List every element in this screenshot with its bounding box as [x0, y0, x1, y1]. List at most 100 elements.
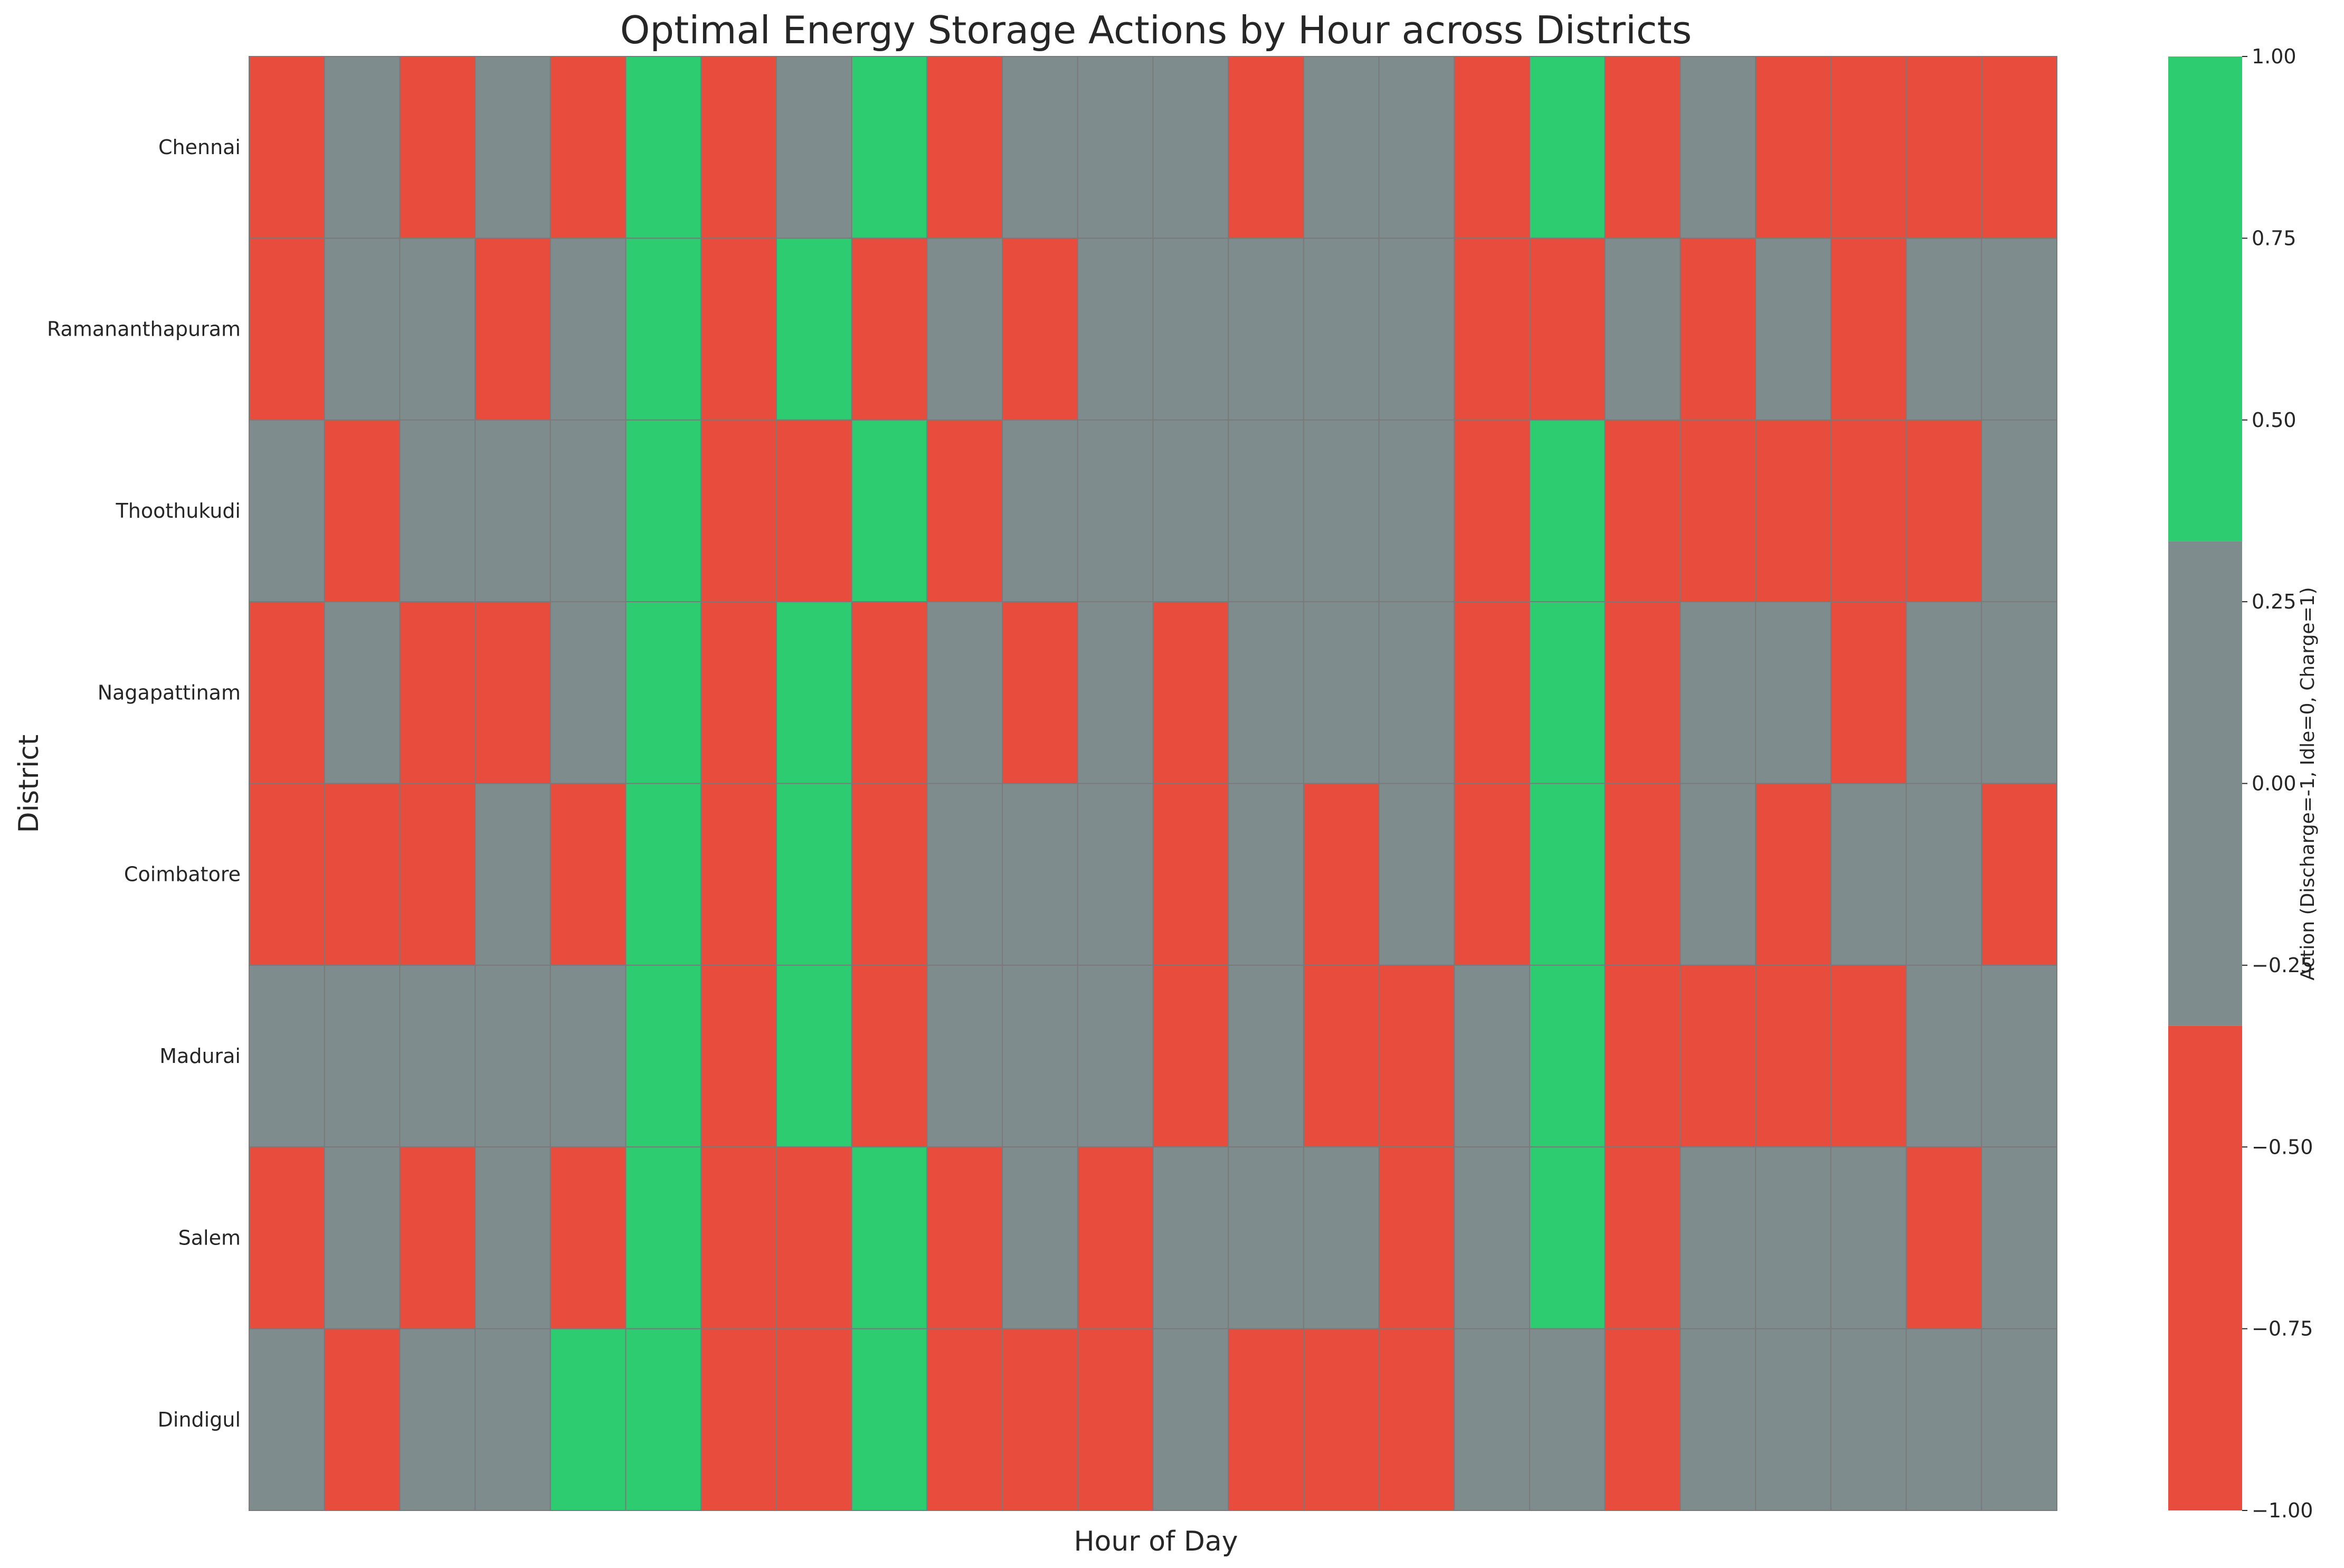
- heatmap-cell: [1152, 601, 1229, 784]
- heatmap-cell: [700, 56, 777, 239]
- heatmap-cell: [700, 601, 777, 784]
- row-tick-label: Dindigul: [158, 1408, 241, 1431]
- heatmap-cell: [1228, 783, 1304, 966]
- heatmap-cell: [549, 237, 627, 421]
- heatmap-cell: [324, 56, 401, 239]
- heatmap-cell: [625, 964, 702, 1148]
- heatmap-cell: [1604, 419, 1681, 603]
- heatmap-cell: [1529, 783, 1606, 966]
- colorbar: [2168, 56, 2242, 1510]
- heatmap-cell: [1830, 237, 1907, 421]
- heatmap-cell: [1755, 783, 1831, 966]
- x-axis-label: Hour of Day: [1074, 1526, 1238, 1557]
- heatmap-cell: [1303, 964, 1380, 1148]
- colorbar-label: Action (Discharge=-1, Idle=0, Charge=1): [2297, 587, 2319, 980]
- heatmap-cell: [249, 56, 325, 239]
- heatmap-cell: [775, 1146, 852, 1329]
- heatmap-cell: [1002, 237, 1078, 421]
- heatmap-cell: [851, 1328, 928, 1511]
- heatmap-cell: [1002, 783, 1078, 966]
- heatmap-cell: [399, 419, 476, 603]
- heatmap-cell: [1981, 419, 2058, 603]
- heatmap-cell: [1002, 964, 1078, 1148]
- heatmap-cell: [1905, 419, 1982, 603]
- heatmap-cell: [1830, 601, 1907, 784]
- row-tick-labels: Chennai Ramananthapuram Thoothukudi Nagapat…: [47, 136, 241, 1431]
- heatmap-cell: [1981, 1146, 2058, 1329]
- heatmap-cell: [926, 419, 1003, 603]
- heatmap-cell: [700, 783, 777, 966]
- heatmap-cell: [851, 601, 928, 784]
- colorbar-tick-label: −0.50: [2252, 1135, 2313, 1158]
- heatmap-cell: [1077, 1146, 1154, 1329]
- heatmap-cell: [1604, 783, 1681, 966]
- heatmap-cell: [1905, 56, 1982, 239]
- heatmap-cell: [1679, 1328, 1757, 1511]
- heatmap-cell: [324, 419, 401, 603]
- heatmap-cell: [1755, 964, 1831, 1148]
- row-tick-label: Ramananthapuram: [47, 318, 241, 341]
- heatmap-cell: [625, 1146, 702, 1329]
- heatmap-cell: [1981, 783, 2058, 966]
- heatmap-cell: [324, 1328, 401, 1511]
- heatmap-cell: [475, 237, 551, 421]
- heatmap-cell: [549, 964, 627, 1148]
- heatmap-cell: [1604, 1146, 1681, 1329]
- heatmap-cell: [775, 237, 852, 421]
- heatmap-cell: [475, 964, 551, 1148]
- heatmap-cell: [1228, 419, 1304, 603]
- heatmap-cell: [775, 964, 852, 1148]
- heatmap-cell: [1002, 1146, 1078, 1329]
- row-tick-label: Madurai: [159, 1044, 241, 1068]
- heatmap-cell: [549, 783, 627, 966]
- heatmap-cell: [1905, 237, 1982, 421]
- heatmap-cell: [249, 601, 325, 784]
- heatmap-cell: [851, 419, 928, 603]
- heatmap-cell: [1378, 419, 1455, 603]
- heatmap-cell: [1002, 56, 1078, 239]
- heatmap-cell: [1077, 964, 1154, 1148]
- heatmap-cell: [1378, 601, 1455, 784]
- heatmap-cell: [1303, 237, 1380, 421]
- heatmap-cell: [1905, 783, 1982, 966]
- heatmap-cell: [1228, 237, 1304, 421]
- heatmap-cell: [1755, 601, 1831, 784]
- heatmap-cell: [249, 1328, 325, 1511]
- heatmap-cell: [625, 1328, 702, 1511]
- heatmap-cell: [926, 783, 1003, 966]
- heatmap-cell: [851, 237, 928, 421]
- heatmap-cell: [1830, 783, 1907, 966]
- heatmap-cell: [1981, 1328, 2058, 1511]
- heatmap-cell: [926, 1328, 1003, 1511]
- heatmap-cell: [700, 237, 777, 421]
- heatmap-cell: [625, 601, 702, 784]
- heatmap-cell: [1152, 964, 1229, 1148]
- heatmap-cell: [399, 601, 476, 784]
- colorbar-segment: [2168, 1025, 2242, 1510]
- heatmap-cell: [625, 419, 702, 603]
- heatmap-cell: [1981, 964, 2058, 1148]
- heatmap-cell: [1077, 601, 1154, 784]
- colorbar-segment: [2168, 56, 2242, 541]
- heatmap-cell: [1077, 419, 1154, 603]
- heatmap-cell: [625, 237, 702, 421]
- heatmap-cell: [399, 56, 476, 239]
- heatmap-cell: [1529, 1146, 1606, 1329]
- heatmap-cell: [775, 601, 852, 784]
- row-tick-label: Coimbatore: [124, 863, 241, 886]
- heatmap-cell: [1077, 1328, 1154, 1511]
- heatmap-cell: [1378, 237, 1455, 421]
- heatmap-cells: [249, 56, 2058, 1511]
- heatmap-cell: [1454, 1328, 1531, 1511]
- heatmap-cell: [549, 56, 627, 239]
- heatmap-cell: [775, 56, 852, 239]
- heatmap-cell: [926, 237, 1003, 421]
- heatmap-cell: [1529, 1328, 1606, 1511]
- row-tick-label: Chennai: [158, 136, 241, 159]
- heatmap-cell: [1228, 1146, 1304, 1329]
- heatmap-cell: [1830, 56, 1907, 239]
- y-axis-label: District: [13, 735, 45, 833]
- heatmap-cell: [324, 237, 401, 421]
- row-tick-label: Salem: [178, 1226, 241, 1249]
- heatmap-cell: [249, 783, 325, 966]
